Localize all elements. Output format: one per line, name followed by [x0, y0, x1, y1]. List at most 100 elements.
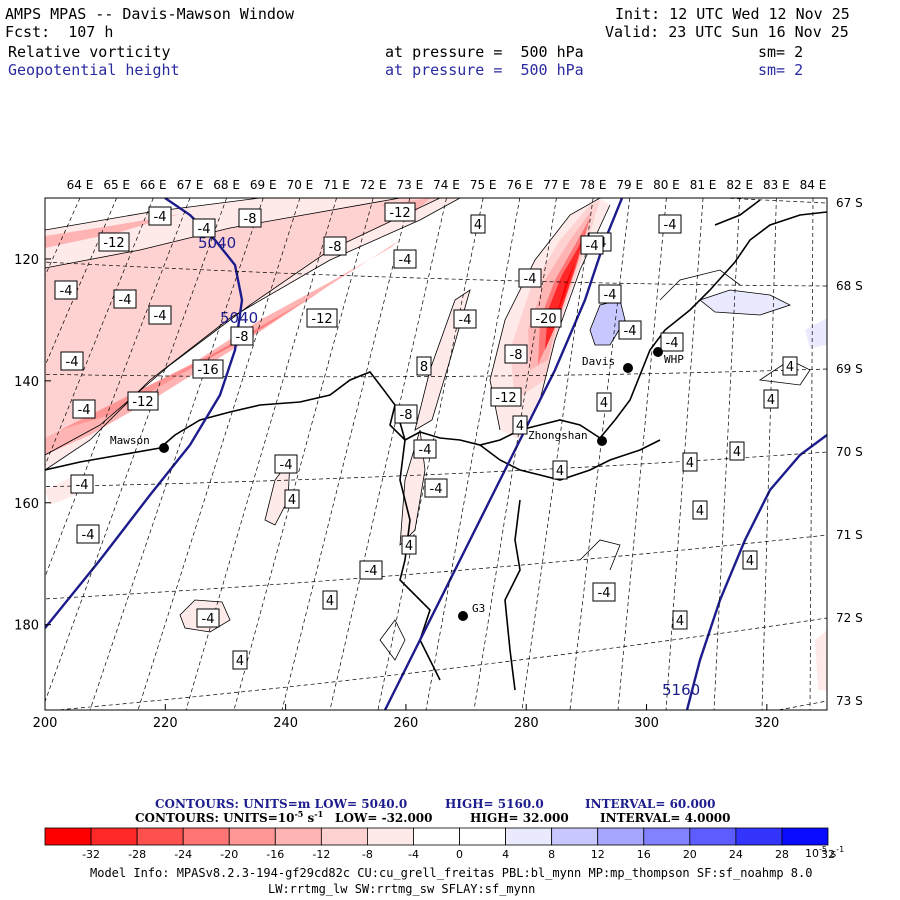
vorticity-label: -4 — [393, 249, 417, 269]
meridian — [809, 198, 814, 710]
station-davis-label: Davis — [582, 355, 615, 368]
colorbar-segment — [735, 827, 783, 846]
height-contour-high: HIGH= 5160.0 — [445, 797, 544, 811]
colorbar-unit: 10-5 s-1 — [805, 845, 844, 860]
svg-text:-4: -4 — [198, 222, 211, 237]
colorbar-segment — [228, 827, 276, 846]
meridian — [761, 198, 777, 710]
latitude-label: 69 S — [836, 362, 863, 376]
svg-text:4: 4 — [405, 539, 413, 554]
vorticity-label: 4 — [782, 356, 798, 376]
meridian — [233, 198, 374, 710]
parallel — [717, 198, 827, 204]
station-g3-marker — [458, 611, 468, 621]
longitude-label: 80 E — [653, 178, 680, 192]
svg-text:-4: -4 — [119, 293, 132, 308]
meridian — [329, 198, 447, 710]
svg-text:-4: -4 — [419, 443, 432, 458]
station-zhongshan-label: Zhongshan — [528, 429, 588, 442]
colorbar-segment — [367, 827, 414, 846]
model-info-line-1: Model Info: MPASv8.2.3-194-gf29cd82c CU:… — [90, 866, 812, 880]
vorticity-label: -4 — [70, 474, 94, 494]
meridian — [425, 198, 521, 710]
svg-text:4: 4 — [600, 396, 608, 411]
vorticity-label: -12 — [127, 391, 159, 411]
field-1-name: Relative vorticity — [8, 43, 171, 61]
longitude-label: 72 E — [360, 178, 387, 192]
svg-text:4: 4 — [696, 504, 704, 519]
vorticity-label: 4 — [512, 415, 528, 435]
svg-text:-4: -4 — [66, 355, 79, 370]
meridian — [665, 198, 704, 710]
field-1-smooth: sm= 2 — [758, 43, 804, 61]
vorticity-label: -4 — [618, 320, 642, 340]
svg-text:-4: -4 — [624, 324, 637, 339]
meridian — [45, 198, 154, 467]
colorbar-segment — [320, 827, 368, 846]
x-axis: 200 220 240 260 280 300 320 — [33, 704, 779, 731]
y-tick-label: 140 — [14, 375, 39, 390]
latitude-label: 70 S — [836, 445, 863, 459]
colorbar-tick-label: -24 — [174, 848, 192, 861]
y-axis: 120 140 160 180 — [14, 253, 51, 634]
vorticity-label: -8 — [323, 236, 347, 256]
field-1-level: at pressure = 500 hPa — [385, 43, 584, 61]
meridian — [521, 198, 594, 710]
latitude-label: 68 S — [836, 279, 863, 293]
station-whp-marker — [653, 347, 663, 357]
station-mawson-marker — [159, 443, 169, 453]
svg-text:-4: -4 — [78, 403, 91, 418]
height-label-5040-a: 5040 — [198, 234, 236, 252]
longitude-label: 82 E — [726, 178, 753, 192]
svg-text:-4: -4 — [598, 586, 611, 601]
latlon-grid — [45, 198, 827, 710]
vorticity-label: -4 — [580, 235, 604, 255]
vorticity-label: -8 — [504, 344, 528, 364]
longitude-label: 67 E — [177, 178, 204, 192]
x-tick-label: 320 — [754, 716, 779, 731]
longitude-labels: 64 E 65 E 66 E 67 E 68 E 69 E 70 E 71 E 72 E 73 E… — [67, 178, 827, 192]
vorticity-label: -8 — [238, 208, 262, 228]
latitude-labels: 67 S 68 S 69 S 70 S 71 S 72 S 73 S — [836, 196, 863, 708]
longitude-label: 78 E — [580, 178, 607, 192]
vorticity-contour-interval: INTERVAL= 4.0000 — [600, 811, 731, 825]
colorbar-segment — [90, 827, 138, 846]
svg-text:-4: -4 — [76, 478, 89, 493]
init-time: Init: 12 UTC Wed 12 Nov 25 — [615, 5, 850, 23]
longitude-label: 79 E — [616, 178, 643, 192]
colorbar-tick-label: 28 — [775, 848, 789, 861]
vorticity-label: -4 — [413, 439, 437, 459]
parallel — [54, 617, 827, 710]
colorbar-segment — [44, 827, 92, 846]
vorticity-contour-legend: CONTOURS: UNITS=10-5 s-1 — [135, 809, 323, 825]
colorbar-tick-label: 0 — [456, 848, 463, 861]
longitude-label: 73 E — [397, 178, 424, 192]
vorticity-label: 4 — [692, 500, 708, 520]
parallel — [45, 451, 827, 487]
parallel — [45, 534, 827, 600]
svg-text:4: 4 — [288, 493, 296, 508]
vorticity-label: -8 — [394, 404, 418, 424]
field-2-smooth: sm= 2 — [758, 61, 804, 79]
colorbar-ticks: -32 -28 -24 -20 -16 -12 -8 -4 0 4 8 12 16 20 24 28 32 — [82, 848, 835, 861]
svg-text:-4: -4 — [524, 272, 537, 287]
colorbar-segment — [551, 827, 599, 846]
svg-text:-20: -20 — [535, 312, 556, 327]
y-tick-label: 180 — [14, 619, 39, 634]
svg-text:-8: -8 — [236, 330, 249, 345]
svg-text:-8: -8 — [329, 240, 342, 255]
colorbar-tick-label: -4 — [408, 848, 419, 861]
svg-text:-4: -4 — [430, 482, 443, 497]
colorbar-tick-label: -8 — [362, 848, 373, 861]
x-tick-label: 300 — [634, 716, 659, 731]
colorbar-tick-label: -28 — [128, 848, 146, 861]
svg-text:4: 4 — [474, 218, 482, 233]
meridian — [281, 198, 411, 710]
vorticity-label: -12 — [306, 308, 338, 328]
station-g3-label: G3 — [472, 602, 485, 615]
latitude-label: 72 S — [836, 611, 863, 625]
svg-text:-4: -4 — [459, 313, 472, 328]
svg-text:-4: -4 — [399, 253, 412, 268]
svg-text:-8: -8 — [510, 348, 523, 363]
vorticity-label: -20 — [530, 308, 562, 328]
